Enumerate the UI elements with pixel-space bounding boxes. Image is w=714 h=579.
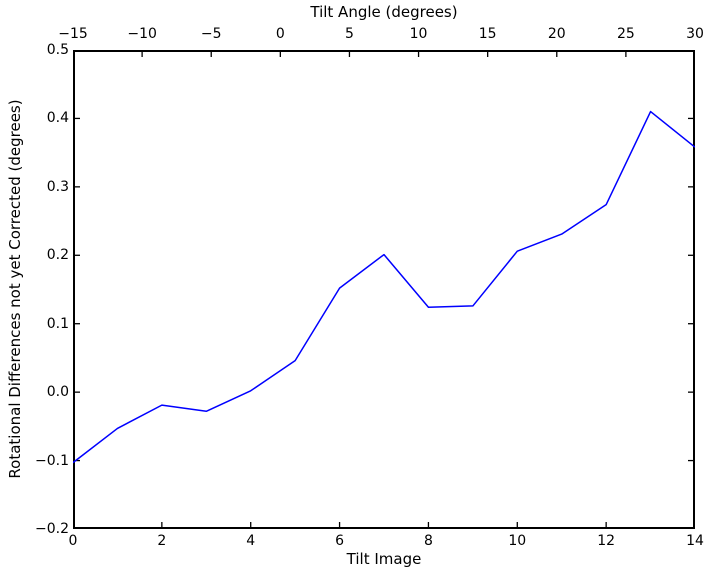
y-axis-tick-label: −0.1 xyxy=(35,452,69,469)
x-axis-tick-label: 10 xyxy=(508,533,527,549)
y-axis-tick-label: 0.1 xyxy=(46,315,69,332)
top-axis-tick-label: 0 xyxy=(275,26,285,42)
top-axis-tick-label: 25 xyxy=(616,26,635,42)
top-axis-tick-label: −10 xyxy=(127,26,157,42)
x-axis-tick-label: 0 xyxy=(68,533,78,549)
x-axis-tick-label: 2 xyxy=(157,533,167,549)
top-axis-tick-label: −5 xyxy=(200,26,222,42)
data-line xyxy=(72,110,696,464)
x-axis-tick-label: 6 xyxy=(335,533,345,549)
top-axis-tick-label: 15 xyxy=(478,26,497,42)
y-axis-tick-label: 0.0 xyxy=(46,384,69,401)
top-axis-tick-label: 10 xyxy=(409,26,428,42)
line-plot-svg xyxy=(72,50,696,529)
y-axis-tick-label: 0.2 xyxy=(46,247,69,264)
plot-area xyxy=(72,50,696,529)
top-axis-tick-label: −15 xyxy=(58,26,88,42)
top-axis-tick-label: 20 xyxy=(547,26,566,42)
top-axis-tick-label: 30 xyxy=(686,26,704,42)
x-axis-tick-label: 4 xyxy=(246,533,256,549)
top-axis-title: Tilt Angle (degrees) xyxy=(310,3,458,21)
y-axis-tick-label: 0.4 xyxy=(46,110,69,127)
axes-spines xyxy=(73,50,695,529)
top-axis-tick-label: 5 xyxy=(344,26,354,42)
x-axis-tick-label: 8 xyxy=(423,533,433,549)
y-axis-tick-label: −0.2 xyxy=(35,521,69,537)
y-axis-tick-label: 0.5 xyxy=(46,42,69,58)
x-axis-tick-label: 12 xyxy=(597,533,616,549)
x-axis-tick-label: 14 xyxy=(686,533,704,549)
x-axis-label: Tilt Image xyxy=(346,550,422,568)
y-axis-tick-label: 0.3 xyxy=(46,178,69,195)
